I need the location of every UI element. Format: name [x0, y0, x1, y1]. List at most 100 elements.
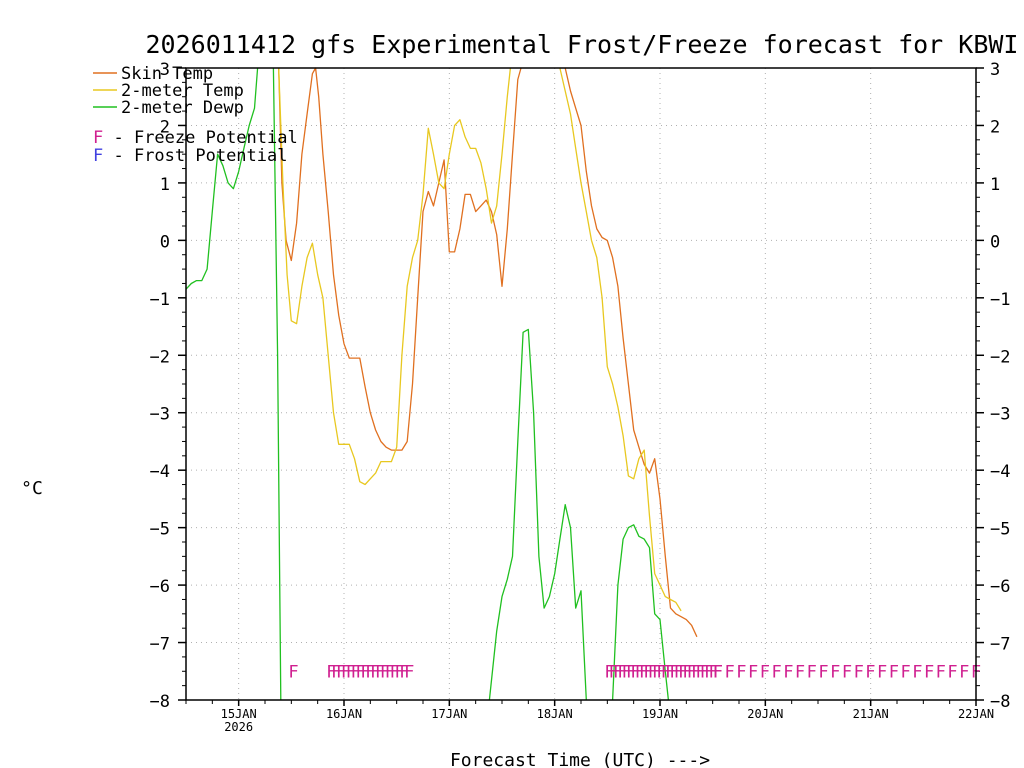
- freeze-marker: F: [394, 662, 404, 682]
- y-tick-label-left: 2: [160, 117, 170, 137]
- freeze-marker: F: [656, 662, 666, 682]
- freeze-marker: F: [404, 662, 414, 682]
- freeze-marker: F: [736, 662, 746, 682]
- x-tick-label: 16JAN: [326, 707, 362, 721]
- x-tick-label: 22JAN: [958, 707, 994, 721]
- freeze-marker: F: [854, 662, 864, 682]
- freeze-marker: F: [617, 662, 627, 682]
- x-axis-label: Forecast Time (UTC) --->: [450, 750, 710, 768]
- freeze-marker: F: [661, 662, 671, 682]
- freeze-marker: F: [365, 662, 375, 682]
- y-tick-label-right: 1: [990, 175, 1000, 195]
- freeze-marker: F: [630, 662, 640, 682]
- x-tick-label: 19JAN: [642, 707, 678, 721]
- potential-legend-entry: F - Freeze Potential: [93, 128, 298, 148]
- y-tick-label-right: −2: [990, 347, 1010, 367]
- freeze-marker: F: [674, 662, 684, 682]
- freeze-marker: F: [713, 662, 723, 682]
- potential-legend-symbol: F: [93, 128, 103, 148]
- legend-entry-label: 2-meter Temp: [121, 81, 244, 101]
- x-tick-label: 18JAN: [537, 707, 573, 721]
- freeze-marker: F: [288, 662, 298, 682]
- series-2-meter-temp-line: [559, 67, 682, 612]
- legend-entry-label: Skin Temp: [121, 64, 213, 84]
- freeze-marker: F: [399, 662, 409, 682]
- freeze-marker: F: [639, 662, 649, 682]
- plot-frame: [185, 67, 977, 701]
- freeze-marker: F: [669, 662, 679, 682]
- freeze-marker: F: [760, 662, 770, 682]
- series-2-meter-dewp-line: [611, 524, 670, 701]
- freeze-marker: F: [643, 662, 653, 682]
- freeze-marker: F: [360, 662, 370, 682]
- y-tick-label-right: −4: [990, 462, 1010, 482]
- y-tick-label-right: −5: [990, 520, 1010, 540]
- freeze-marker: F: [635, 662, 645, 682]
- freeze-marker: F: [713, 662, 723, 682]
- series-2-meter-temp-line: [278, 67, 512, 486]
- data-series: [185, 67, 698, 701]
- freeze-marker: F: [613, 662, 623, 682]
- freeze-marker: F: [889, 662, 899, 682]
- potential-legend-text: - Freeze Potential: [103, 128, 297, 148]
- y-tick-label-right: 2: [990, 117, 1000, 137]
- freeze-marker: F: [351, 662, 361, 682]
- y-tick-label-left: −2: [150, 347, 170, 367]
- freeze-marker: F: [700, 662, 710, 682]
- freeze-marker: F: [783, 662, 793, 682]
- series-2-meter-dewp-line: [185, 67, 259, 290]
- freeze-marker: F: [900, 662, 910, 682]
- series-2-meter-dewp-line: [488, 328, 587, 701]
- y-tick-label-left: −5: [150, 520, 170, 540]
- x-tick-label: 21JAN: [853, 707, 889, 721]
- y-axis-label: °C: [21, 478, 43, 499]
- freeze-marker: F: [818, 662, 828, 682]
- freeze-marker: F: [370, 662, 380, 682]
- freeze-marker: F: [385, 662, 395, 682]
- freeze-marker: F: [336, 662, 346, 682]
- y-tick-label-right: −3: [990, 405, 1010, 425]
- freeze-marker: F: [375, 662, 385, 682]
- freeze-marker: F: [341, 662, 351, 682]
- freeze-marker: F: [947, 662, 957, 682]
- freeze-marker: F: [331, 662, 341, 682]
- freeze-marker: F: [708, 662, 718, 682]
- y-axis-right: −8 −7 −6 −5 −4 −3 −2 −1 0 1 2 3: [976, 60, 1010, 712]
- y-tick-label-right: −1: [990, 290, 1010, 310]
- freeze-marker: F: [346, 662, 356, 682]
- freeze-marker: F: [648, 662, 658, 682]
- freeze-marker: F: [959, 662, 969, 682]
- freeze-marker: F: [912, 662, 922, 682]
- y-tick-label-right: −7: [990, 635, 1010, 655]
- freeze-marker: F: [682, 662, 692, 682]
- freeze-marker: F: [604, 662, 614, 682]
- freeze-marker: F: [355, 662, 365, 682]
- x-tick-label: 17JAN: [431, 707, 467, 721]
- freeze-marker: F: [704, 662, 714, 682]
- potential-legend-entry: F - Frost Potential: [93, 146, 287, 166]
- series-skin-temp-line: [564, 67, 698, 638]
- freeze-marker: F: [626, 662, 636, 682]
- freeze-marker: F: [842, 662, 852, 682]
- freeze-marker: F: [665, 662, 675, 682]
- y-tick-label-left: 0: [160, 232, 170, 252]
- y-tick-label-right: −6: [990, 577, 1010, 597]
- y-tick-label-left: −4: [150, 462, 170, 482]
- freeze-marker: F: [390, 662, 400, 682]
- freeze-marker: F: [877, 662, 887, 682]
- y-tick-label-right: 0: [990, 232, 1000, 252]
- freeze-marker: F: [652, 662, 662, 682]
- legend-entry-label: 2-meter Dewp: [121, 98, 244, 118]
- x-tick-sublabel: 2026: [224, 720, 253, 734]
- freeze-marker: F: [380, 662, 390, 682]
- freeze-marker: F: [936, 662, 946, 682]
- series-2-meter-dewp-line: [272, 67, 282, 701]
- freeze-marker: F: [795, 662, 805, 682]
- x-tick-label: 20JAN: [747, 707, 783, 721]
- y-tick-label-left: 3: [160, 60, 170, 80]
- freeze-marker: F: [807, 662, 817, 682]
- freeze-marker: F: [609, 662, 619, 682]
